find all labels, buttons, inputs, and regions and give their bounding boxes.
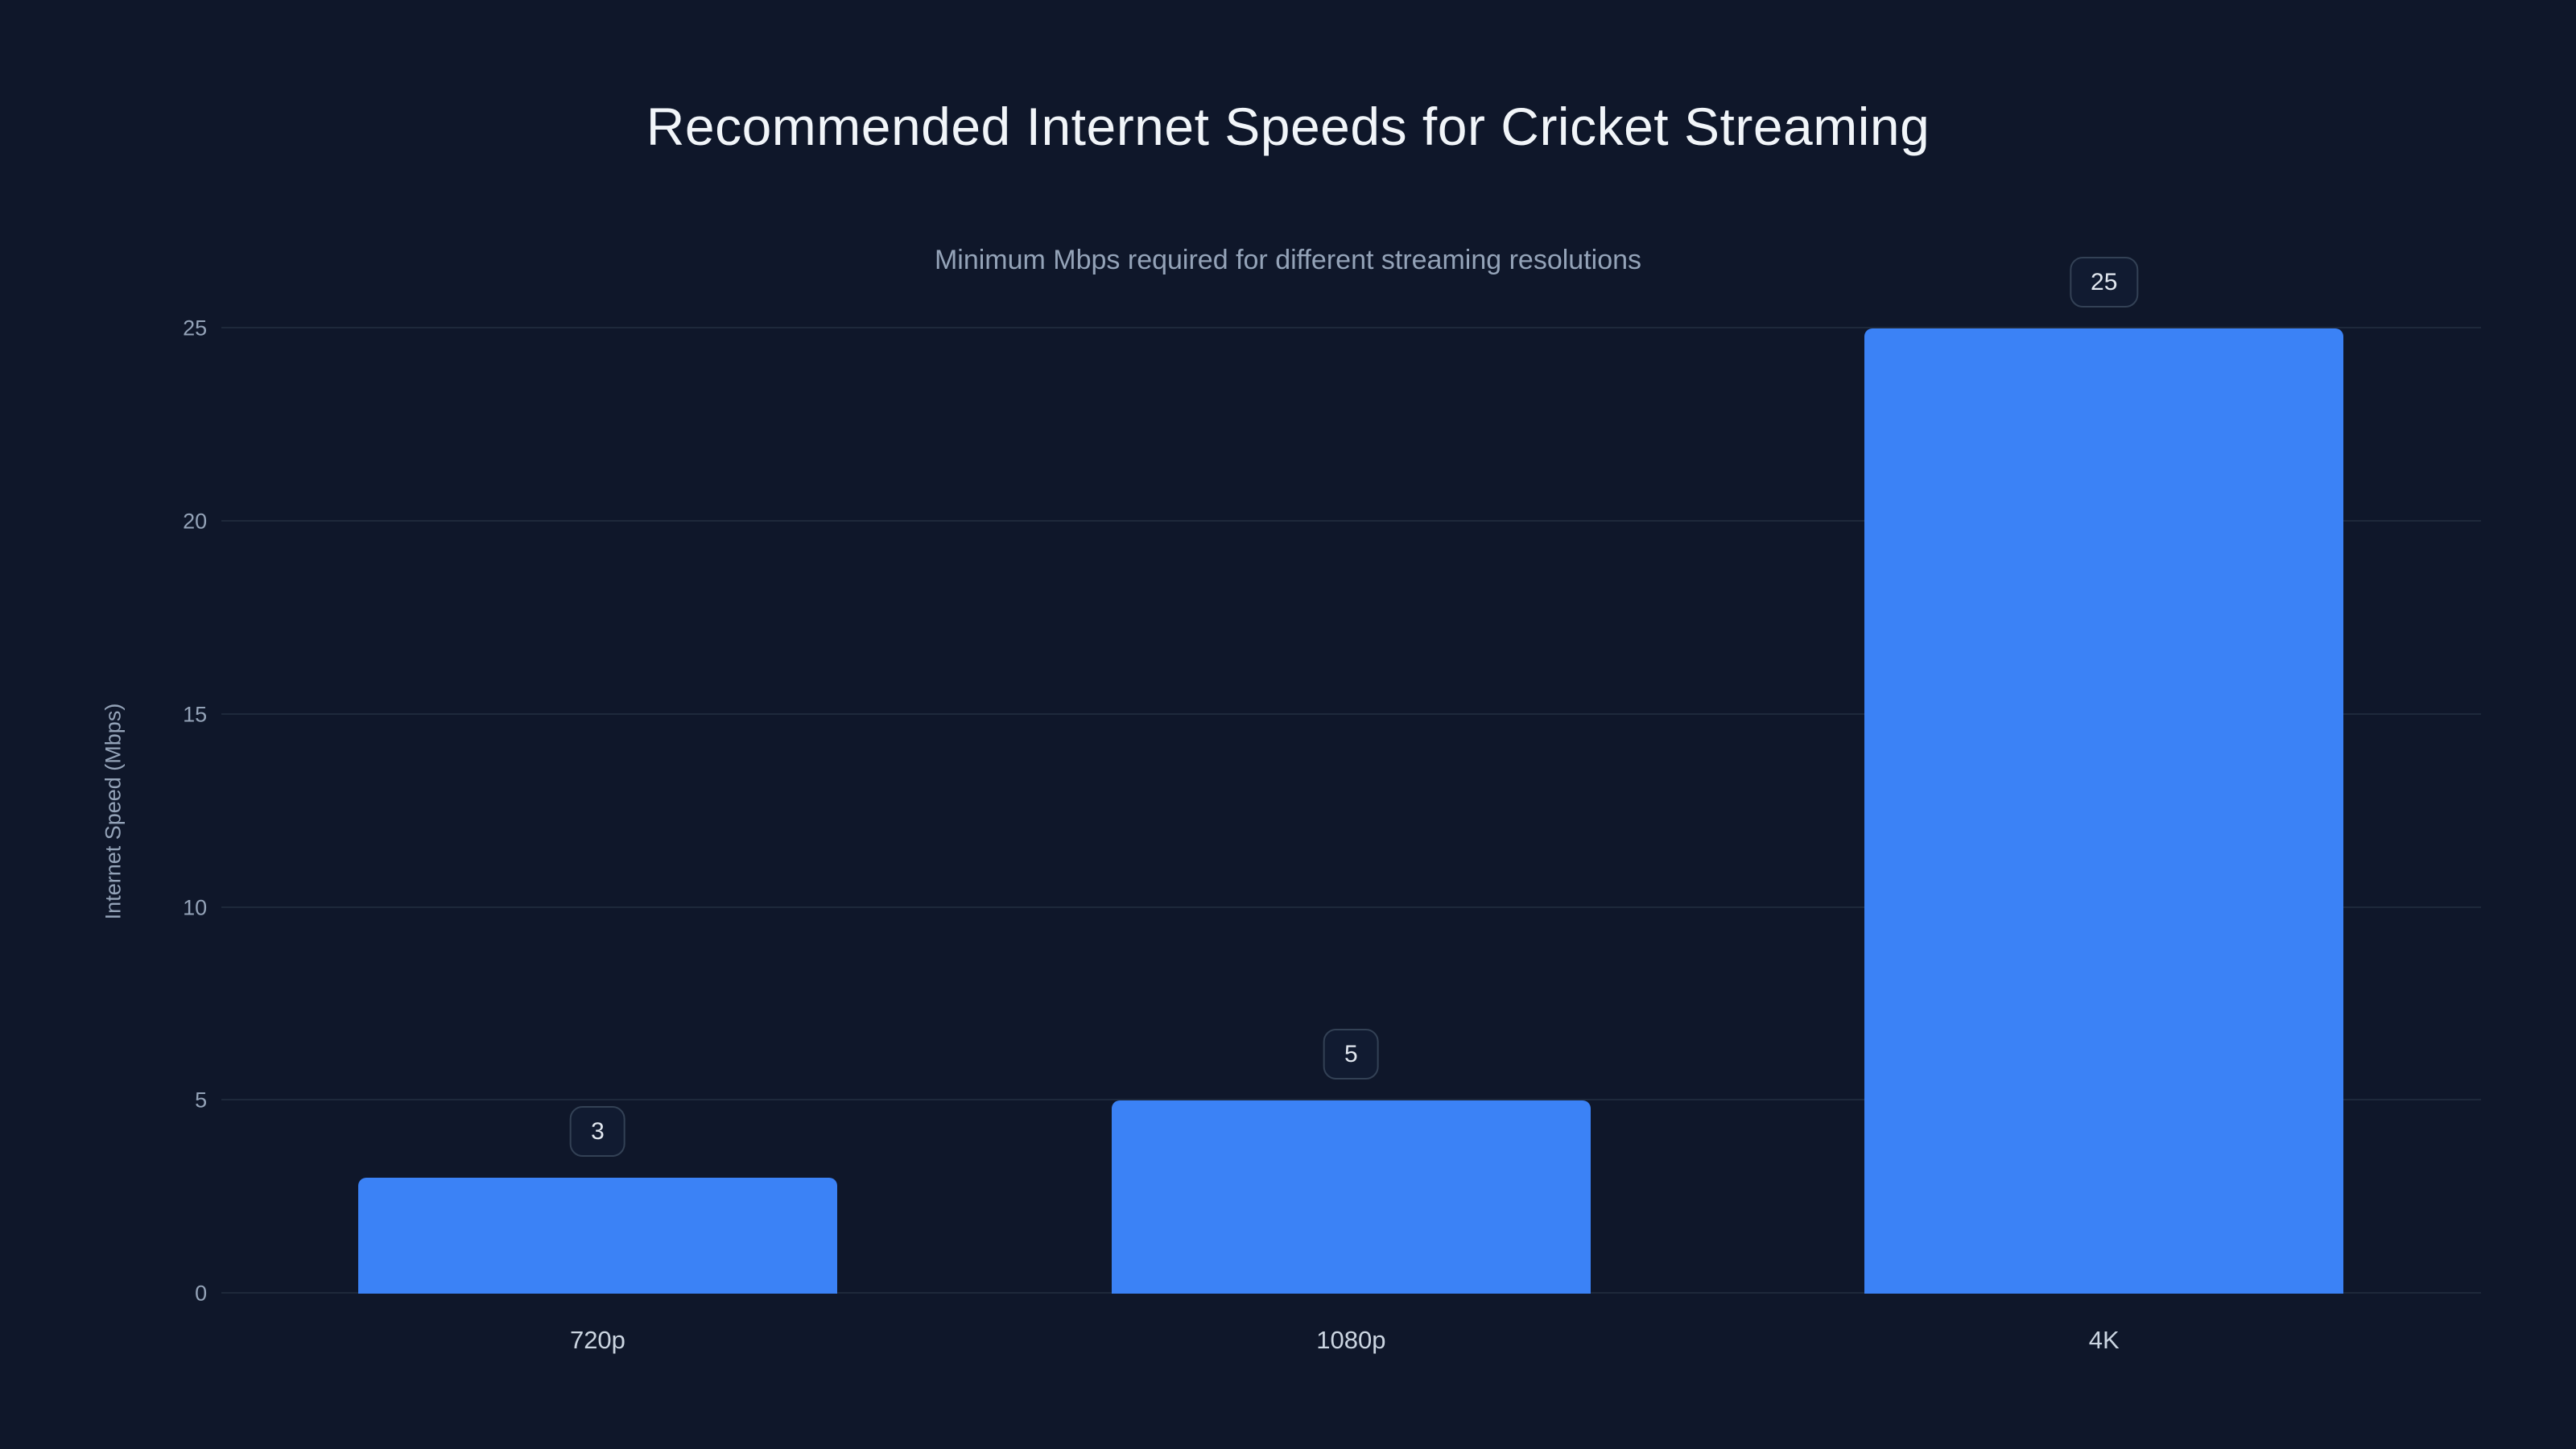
plot-area: 0 5 10 15 20 25 3 720p 5 1080p 25 (183, 256, 2481, 1354)
bar-4k[interactable] (1864, 328, 2344, 1294)
gridline (221, 712, 2481, 715)
gridline (221, 326, 2481, 328)
chart-subtitle: Minimum Mbps required for different stre… (934, 245, 1642, 276)
gridline (221, 906, 2481, 908)
y-tick-label: 5 (195, 1088, 208, 1113)
bar-value-badge-720p: 3 (570, 1106, 625, 1158)
y-tick-label: 20 (183, 509, 208, 534)
bar-group-1080p: 5 1080p (1111, 328, 1591, 1354)
y-tick-label: 15 (183, 702, 208, 727)
x-axis-label-1080p: 1080p (1316, 1326, 1386, 1355)
bars-layer: 3 720p 5 1080p 25 4K (221, 256, 2480, 1354)
y-axis-title: Internet Speed (Mbps) (101, 703, 126, 920)
y-tick-label: 25 (183, 316, 208, 341)
bar-value-label: 5 (1344, 1041, 1358, 1068)
bar-group-4k: 25 4K (1864, 256, 2344, 1354)
bar-value-badge-1080p: 5 (1323, 1029, 1379, 1080)
bar-value-label: 25 (2091, 268, 2118, 295)
gridline (221, 519, 2481, 522)
y-tick-label: 0 (195, 1281, 208, 1306)
bar-value-badge-4k: 25 (2070, 256, 2139, 308)
bar-1080p[interactable] (1111, 1100, 1591, 1294)
x-axis-label-4k: 4K (2088, 1326, 2120, 1355)
chart-title: Recommended Internet Speeds for Cricket … (646, 96, 1930, 156)
x-axis-label-720p: 720p (569, 1326, 625, 1355)
y-tick-label: 10 (183, 895, 208, 919)
gridline (221, 1099, 2481, 1101)
bar-720p[interactable] (357, 1178, 837, 1294)
bar-value-label: 3 (591, 1118, 605, 1146)
bar-group-720p: 3 720p (357, 328, 837, 1354)
